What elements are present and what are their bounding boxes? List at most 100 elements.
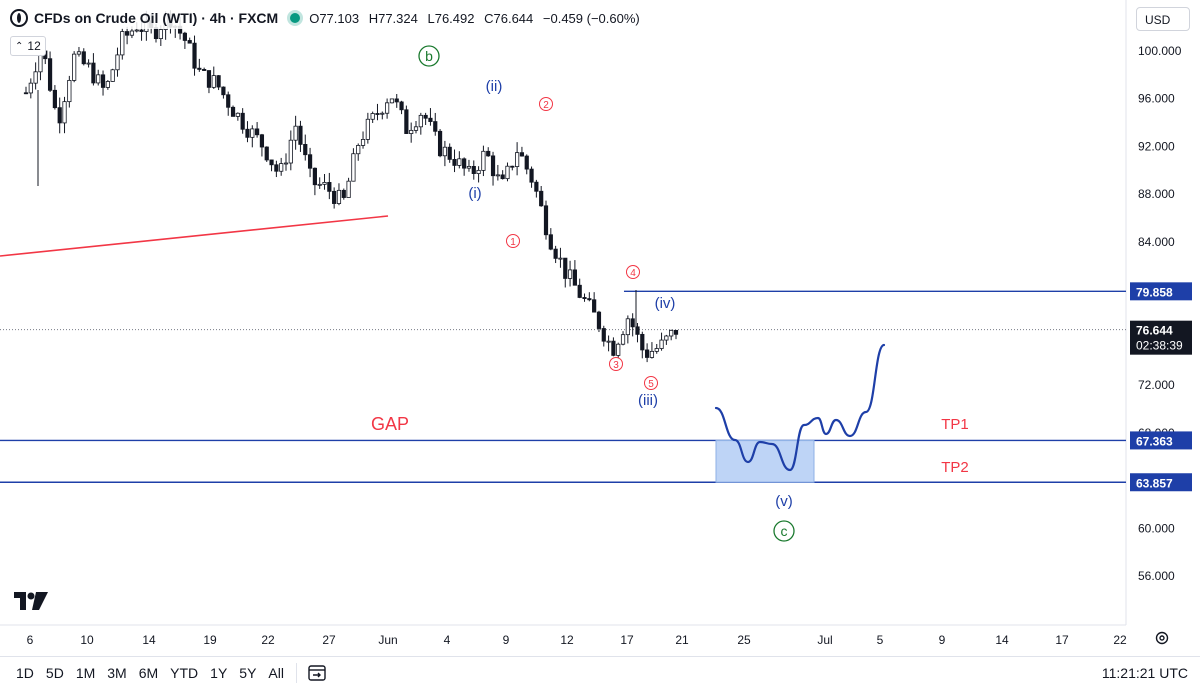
time-tick-label: 9 [939, 633, 946, 647]
currency-selector[interactable]: USD [1136, 7, 1190, 31]
candle-body [250, 128, 255, 138]
time-tick-label: 27 [322, 633, 336, 647]
candle-body [115, 54, 120, 71]
candle-body [96, 74, 101, 84]
price-tick-label: 72.000 [1138, 378, 1175, 392]
candle-body [23, 92, 29, 95]
candle-body [673, 329, 679, 335]
candle-body [548, 234, 553, 250]
timeframe-ytd[interactable]: YTD [170, 665, 199, 681]
candle-body [28, 82, 33, 94]
price-tick-label: 100.000 [1138, 44, 1182, 58]
candle-body [423, 114, 428, 119]
price-tick-label: 60.000 [1138, 521, 1175, 535]
candle-body [404, 109, 409, 134]
chevron-up-down-icon: ⌃ [15, 40, 24, 52]
timeframe-1d[interactable]: 1D [16, 665, 34, 681]
wave-label-major: c [781, 523, 788, 539]
price-tick-label: 88.000 [1138, 187, 1175, 201]
tp2-label: TP2 [941, 459, 969, 476]
price-level-value: 79.858 [1136, 285, 1173, 299]
timeframe-1m[interactable]: 1M [75, 665, 96, 681]
calendar-range-icon[interactable] [307, 663, 327, 683]
price-chart[interactable]: 100.00096.00092.00088.00084.00072.00068.… [0, 0, 1200, 656]
candle-body [433, 121, 438, 132]
price-level-tag [1130, 282, 1192, 301]
price-tick-label: 84.000 [1138, 235, 1175, 249]
price-level-tag [1130, 431, 1192, 450]
timeframe-5y[interactable]: 5Y [239, 665, 257, 681]
candle-body [452, 158, 457, 166]
target-zone [715, 439, 815, 483]
time-tick-label: 14 [142, 633, 156, 647]
utc-clock[interactable]: 11:21:21 UTC [1101, 665, 1188, 681]
candle-body [654, 348, 659, 352]
candle-body [510, 165, 515, 168]
wave-label-minor: 3 [613, 360, 619, 371]
candle-body [577, 284, 582, 298]
candle-body [33, 71, 38, 84]
candle-body [105, 81, 110, 88]
candle-body [596, 311, 602, 329]
indicator-toggle[interactable]: ⌃ 12 [10, 36, 46, 56]
candle-body [505, 165, 510, 180]
tradingview-logo-icon[interactable] [14, 592, 48, 610]
candle-body [365, 118, 370, 140]
candle-body [197, 67, 202, 70]
gear-icon[interactable] [1154, 630, 1170, 646]
candle-body [385, 102, 390, 114]
candle-body [235, 112, 240, 117]
time-tick-label: Jun [378, 633, 397, 647]
candle-body [341, 189, 346, 198]
wave-circle [418, 45, 440, 67]
candle-body [640, 333, 645, 351]
time-tick-label: 17 [1055, 633, 1069, 647]
candle-body [57, 107, 62, 124]
toolbar-divider [295, 663, 297, 683]
candle-body [221, 86, 226, 96]
candle-body [202, 69, 207, 71]
timeframe-all[interactable]: All [268, 665, 284, 681]
candle-body [255, 128, 260, 136]
price-tick-label: 56.000 [1138, 569, 1175, 583]
wave-circle-minor [539, 97, 553, 111]
candle-body [611, 340, 616, 356]
timeframe-6m[interactable]: 6M [138, 665, 159, 681]
time-tick-label: 17 [620, 633, 634, 647]
candle-body [211, 75, 216, 88]
symbol-title[interactable]: CFDs on Crude Oil (WTI) · 4h · FXCM [34, 10, 279, 26]
wave-label-major: b [425, 48, 433, 64]
candle-body [269, 159, 274, 166]
timeframe-5d[interactable]: 5D [45, 665, 64, 681]
candle-body [515, 152, 520, 167]
candle-body [76, 51, 82, 55]
wave-label-intermediate: (ii) [486, 78, 503, 95]
candle-body [563, 257, 568, 279]
timeframe-3m[interactable]: 3M [107, 665, 127, 681]
candle-body [322, 182, 327, 185]
last-price-value: 76.644 [1136, 324, 1173, 338]
candle-body [587, 298, 592, 301]
bottom-toolbar: 1D 5D 1M 3M 6M YTD 1Y 5Y All 11:21:21 UTC [0, 656, 1200, 689]
ohlc-readout: O77.103 H77.324 L76.492 C76.644 −0.459 (… [309, 11, 646, 26]
candle-body [370, 113, 375, 120]
wave-label-intermediate: (v) [775, 493, 793, 510]
candle-body [336, 189, 342, 204]
timeframe-1y[interactable]: 1Y [210, 665, 228, 681]
wave-label-intermediate: (iv) [655, 295, 676, 312]
candle-body [645, 349, 650, 358]
candles [23, 10, 679, 363]
gap-label: GAP [371, 414, 409, 434]
candle-body [81, 51, 86, 65]
candle-body [192, 42, 197, 69]
candle-body [442, 146, 447, 157]
high-value: H77.324 [368, 10, 418, 26]
time-tick-label: 14 [995, 633, 1009, 647]
candle-body [283, 162, 289, 165]
symbol-header[interactable]: CFDs on Crude Oil (WTI) · 4h · FXCM O77.… [10, 7, 652, 29]
candle-body [495, 174, 500, 177]
candle-body [129, 30, 135, 36]
candle-body [534, 181, 539, 192]
candle-body [158, 29, 163, 40]
